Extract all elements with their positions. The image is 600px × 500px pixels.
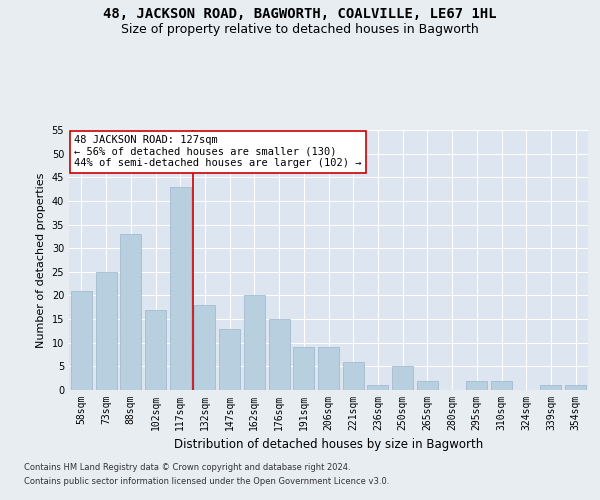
Bar xyxy=(565,386,586,390)
Bar xyxy=(71,290,92,390)
X-axis label: Distribution of detached houses by size in Bagworth: Distribution of detached houses by size … xyxy=(174,438,483,452)
Bar xyxy=(194,305,215,390)
Bar xyxy=(293,348,314,390)
Bar xyxy=(491,380,512,390)
Bar xyxy=(541,386,562,390)
Text: Contains public sector information licensed under the Open Government Licence v3: Contains public sector information licen… xyxy=(24,478,389,486)
Text: Contains HM Land Registry data © Crown copyright and database right 2024.: Contains HM Land Registry data © Crown c… xyxy=(24,462,350,471)
Text: 48 JACKSON ROAD: 127sqm
← 56% of detached houses are smaller (130)
44% of semi-d: 48 JACKSON ROAD: 127sqm ← 56% of detache… xyxy=(74,135,362,168)
Bar xyxy=(343,362,364,390)
Text: Size of property relative to detached houses in Bagworth: Size of property relative to detached ho… xyxy=(121,22,479,36)
Bar xyxy=(120,234,141,390)
Bar xyxy=(269,319,290,390)
Bar xyxy=(318,348,339,390)
Y-axis label: Number of detached properties: Number of detached properties xyxy=(36,172,46,348)
Bar xyxy=(244,296,265,390)
Text: 48, JACKSON ROAD, BAGWORTH, COALVILLE, LE67 1HL: 48, JACKSON ROAD, BAGWORTH, COALVILLE, L… xyxy=(103,8,497,22)
Bar xyxy=(219,328,240,390)
Bar xyxy=(95,272,116,390)
Bar xyxy=(367,386,388,390)
Bar xyxy=(145,310,166,390)
Bar xyxy=(417,380,438,390)
Bar xyxy=(466,380,487,390)
Bar xyxy=(392,366,413,390)
Bar xyxy=(170,186,191,390)
